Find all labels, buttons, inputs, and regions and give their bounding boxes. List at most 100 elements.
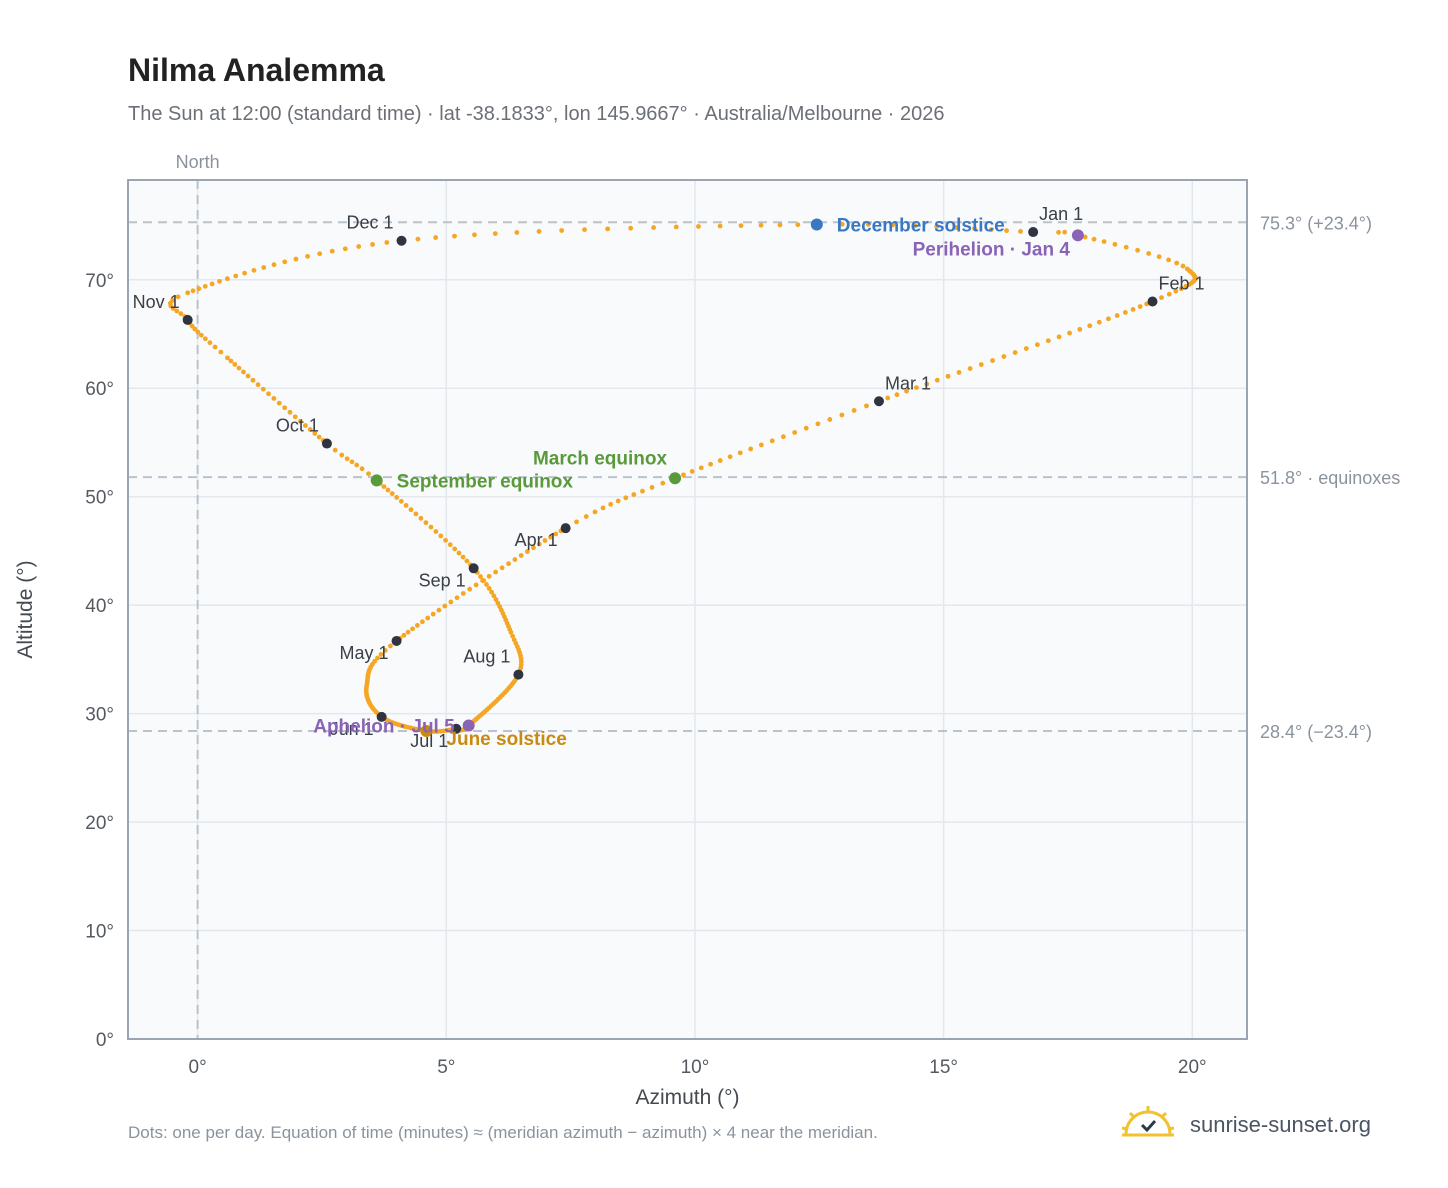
daily-dot (217, 278, 222, 284)
daily-dot (737, 450, 743, 456)
daily-dot (452, 233, 457, 239)
daily-dot (864, 403, 869, 409)
daily-dot (356, 244, 362, 249)
daily-dot (491, 593, 497, 599)
month-label: Jul 1 (410, 731, 448, 751)
daily-dot (758, 222, 764, 228)
daily-dot (366, 471, 371, 477)
daily-dot (717, 223, 723, 229)
daily-dot (389, 491, 395, 497)
daily-dot (271, 262, 277, 268)
daily-dot (282, 259, 288, 265)
daily-dot (178, 311, 184, 317)
daily-dot (329, 248, 335, 254)
daily-dot (1130, 307, 1136, 312)
daily-dot (460, 554, 466, 560)
daily-dot (592, 509, 598, 515)
y-tick-label: 20° (85, 813, 114, 834)
reference-lines: 75.3° (+23.4°) 51.8° · equinoxes 28.4° (−2… (128, 213, 1400, 742)
month-label: Apr 1 (515, 530, 558, 550)
daily-dot (536, 541, 542, 547)
daily-dot (250, 377, 256, 383)
daily-dot (473, 582, 479, 588)
daily-dot (512, 557, 518, 562)
daily-dot (698, 465, 704, 471)
daily-dot (1146, 251, 1152, 256)
daily-dot (212, 344, 218, 350)
event-marker (1071, 229, 1084, 242)
daily-dot (442, 603, 448, 609)
daily-dot (574, 519, 579, 525)
daily-dot (292, 414, 298, 420)
daily-dot (175, 294, 181, 300)
daily-dot (423, 520, 429, 526)
daily-dot (990, 358, 995, 363)
daily-dot (433, 235, 439, 240)
daily-dot (415, 236, 421, 242)
footnote: Dots: one per day. Equation of time (min… (128, 1123, 878, 1142)
daily-dot (972, 226, 977, 232)
plot-frame (127, 179, 1248, 1040)
daily-dot (499, 565, 505, 571)
daily-dot (1166, 257, 1171, 263)
daily-dot (405, 629, 411, 635)
reference-label: 28.4° (−23.4°) (1260, 722, 1372, 742)
daily-dot (851, 408, 857, 413)
daily-dot (388, 643, 393, 649)
month-marker (396, 235, 407, 246)
daily-dot (792, 430, 798, 435)
daily-dot (202, 336, 208, 342)
daily-dot (536, 229, 542, 234)
event-label: Perihelion · Jan 4 (913, 239, 1071, 260)
brand[interactable]: sunrise-sunset.org (1120, 1104, 1390, 1144)
daily-dot (839, 412, 845, 418)
daily-dot (224, 276, 230, 282)
daily-dot (339, 452, 345, 458)
reference-label: 75.3° (+23.4°) (1260, 213, 1372, 233)
daily-dot (681, 472, 686, 478)
x-tick-label: 0° (189, 1057, 207, 1078)
daily-dot (583, 514, 589, 519)
month-marker (1028, 227, 1039, 238)
daily-dot (332, 447, 338, 453)
daily-dot (1087, 323, 1093, 329)
daily-dot (414, 622, 420, 628)
month-marker (1147, 296, 1158, 307)
month-label: Oct 1 (276, 416, 319, 436)
daily-dot (795, 222, 801, 228)
event-marker (462, 719, 475, 732)
daily-dot (287, 409, 293, 415)
daily-dot (1018, 229, 1023, 234)
daily-dot (255, 382, 261, 388)
event-marker (370, 474, 383, 487)
daily-dot (506, 561, 511, 567)
month-marker (376, 711, 387, 722)
daily-dot (452, 546, 458, 552)
y-axis-label: Altitude (°) (14, 560, 37, 658)
daily-dot (394, 495, 400, 500)
daily-dot (312, 431, 318, 436)
x-tick-label: 20° (1178, 1057, 1207, 1078)
daily-dot (769, 438, 775, 444)
daily-dot (660, 480, 666, 486)
daily-dot (492, 231, 498, 236)
daily-dot (261, 265, 267, 270)
daily-dot (738, 223, 744, 229)
daily-dot (378, 652, 384, 657)
meridian-line: North (176, 152, 220, 1039)
month-marker (182, 314, 193, 325)
daily-dot (438, 533, 444, 539)
daily-dot (467, 586, 473, 592)
daily-dot (924, 381, 930, 387)
daily-dot (207, 340, 213, 346)
month-label: Nov 1 (133, 292, 180, 312)
daily-dot (673, 224, 679, 230)
daily-dot (316, 434, 322, 440)
daily-dot (174, 308, 180, 314)
daily-dot (524, 549, 530, 554)
daily-dot (385, 487, 391, 493)
daily-dot (885, 395, 891, 401)
daily-dot (748, 446, 754, 452)
daily-dot (375, 655, 380, 661)
